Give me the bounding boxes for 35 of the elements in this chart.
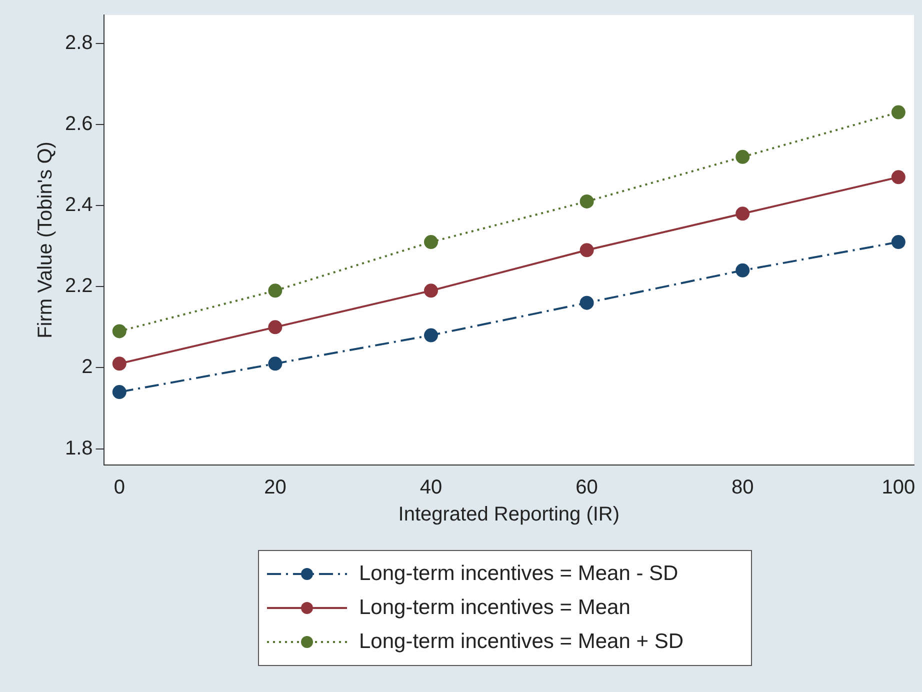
point (736, 206, 750, 221)
point (891, 170, 906, 184)
y-tick-label: 1.8 (64, 437, 93, 460)
point (268, 320, 282, 334)
legend-label: Long-term incentives = Mean (359, 596, 630, 620)
point (268, 356, 282, 371)
x-axis-title: Integrated Reporting (IR) (398, 504, 620, 526)
legend-label: Long-term incentives = Mean - SD (359, 562, 678, 586)
point (268, 284, 282, 298)
point (580, 194, 594, 208)
y-axis-title: Firm Value (Tobin's Q) (34, 142, 57, 338)
point (424, 235, 438, 250)
point (112, 324, 126, 338)
point (736, 150, 750, 164)
legend-label: Long-term incentives = Mean + SD (359, 630, 684, 654)
x-tick-label: 20 (264, 476, 286, 499)
point (736, 263, 750, 278)
point (891, 105, 906, 120)
point (891, 235, 906, 250)
x-tick-label: 60 (576, 476, 598, 499)
y-tick-label: 2.8 (64, 32, 93, 54)
y-tick-label: 2.4 (64, 194, 93, 216)
point (424, 284, 438, 298)
y-tick-label: 2.6 (64, 112, 93, 135)
x-tick-label: 80 (731, 476, 754, 499)
x-tick-label: 40 (420, 476, 442, 499)
point (112, 385, 126, 400)
y-tick-label: 2.2 (64, 275, 93, 298)
point (580, 296, 594, 310)
point (112, 356, 126, 371)
x-tick-label: 100 (882, 476, 916, 499)
x-tick-label: 0 (114, 476, 125, 499)
y-tick-label: 2 (82, 356, 93, 378)
point (424, 328, 438, 342)
point (580, 243, 594, 258)
